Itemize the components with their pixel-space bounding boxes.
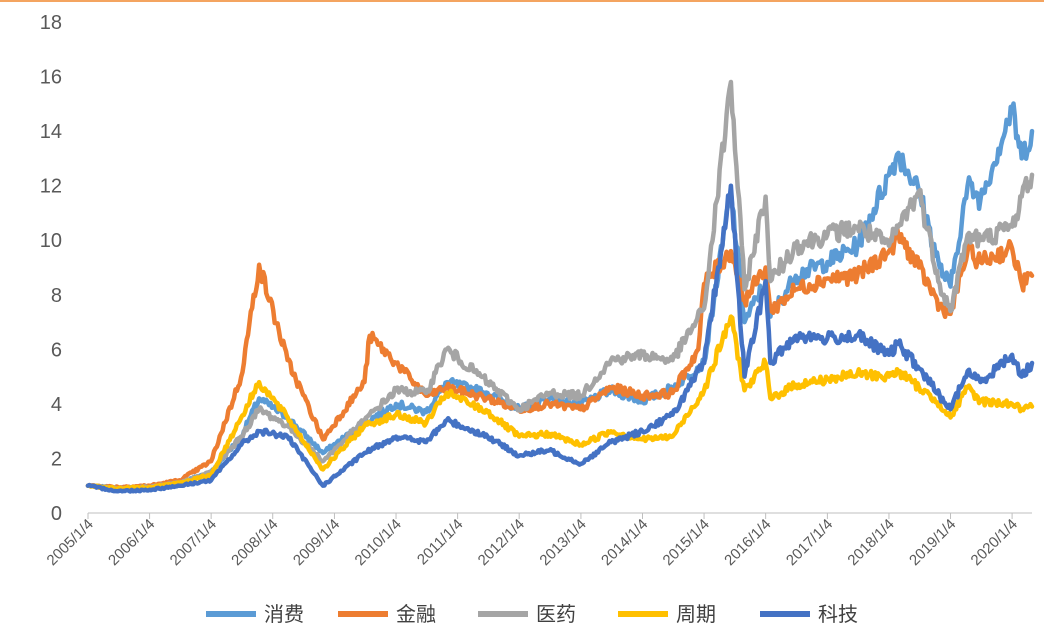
x-tick-label: 2011/1/4	[414, 516, 467, 569]
legend-label: 消费	[264, 602, 304, 626]
legend-item: 医药	[478, 602, 576, 626]
x-tick-label: 2016/1/4	[721, 516, 774, 569]
y-tick-label: 14	[40, 121, 62, 143]
y-tick-label: 4	[51, 394, 62, 416]
x-tick-label: 2012/1/4	[475, 516, 528, 569]
y-tick-label: 18	[40, 12, 62, 34]
legend-item: 科技	[760, 602, 858, 626]
series-line-4	[85, 314, 1035, 492]
x-tick-label: 2007/1/4	[167, 516, 220, 569]
top-border	[0, 0, 1044, 2]
legend-label: 周期	[676, 602, 716, 626]
y-tick-label: 0	[51, 503, 62, 525]
legend-label: 金融	[396, 602, 436, 626]
legend-item: 金融	[338, 602, 436, 626]
x-axis: 2005/1/4 2006/1/4 2007/1/4 2008/1/4 2009/1/4…	[44, 512, 1032, 569]
x-tick-label: 2017/1/4	[783, 516, 836, 569]
y-tick-label: 10	[40, 230, 62, 252]
legend-item: 消费	[206, 602, 304, 626]
y-tick-label: 8	[51, 285, 62, 307]
legend: 消费 金融 医药 周期 科技	[206, 602, 858, 626]
x-tick-label: 2013/1/4	[536, 516, 589, 569]
x-tick-label: 2019/1/4	[906, 516, 959, 569]
x-tick-label: 2014/1/4	[598, 516, 651, 569]
x-tick-label: 2006/1/4	[105, 516, 158, 569]
legend-label: 科技	[818, 602, 858, 626]
plot-area	[85, 79, 1035, 494]
series-line-1	[85, 101, 1035, 492]
y-tick-label: 2	[51, 448, 62, 470]
series-line-3	[85, 79, 1035, 492]
x-tick-label: 2008/1/4	[228, 516, 281, 569]
y-axis: 0 2 4 6 8 10 12 14 16 18	[40, 12, 62, 525]
legend-item: 周期	[618, 602, 716, 626]
y-tick-label: 16	[40, 67, 62, 89]
x-tick-label: 2018/1/4	[844, 516, 897, 569]
x-tick-label: 2009/1/4	[290, 516, 343, 569]
legend-label: 医药	[536, 602, 576, 626]
series-line-2	[85, 225, 1035, 491]
y-tick-label: 6	[51, 339, 62, 361]
x-tick-label: 2015/1/4	[660, 516, 713, 569]
x-tick-label: 2010/1/4	[352, 516, 405, 569]
x-tick-label: 2020/1/4	[968, 516, 1021, 569]
y-tick-label: 12	[40, 176, 62, 198]
series-line-5	[85, 183, 1035, 494]
